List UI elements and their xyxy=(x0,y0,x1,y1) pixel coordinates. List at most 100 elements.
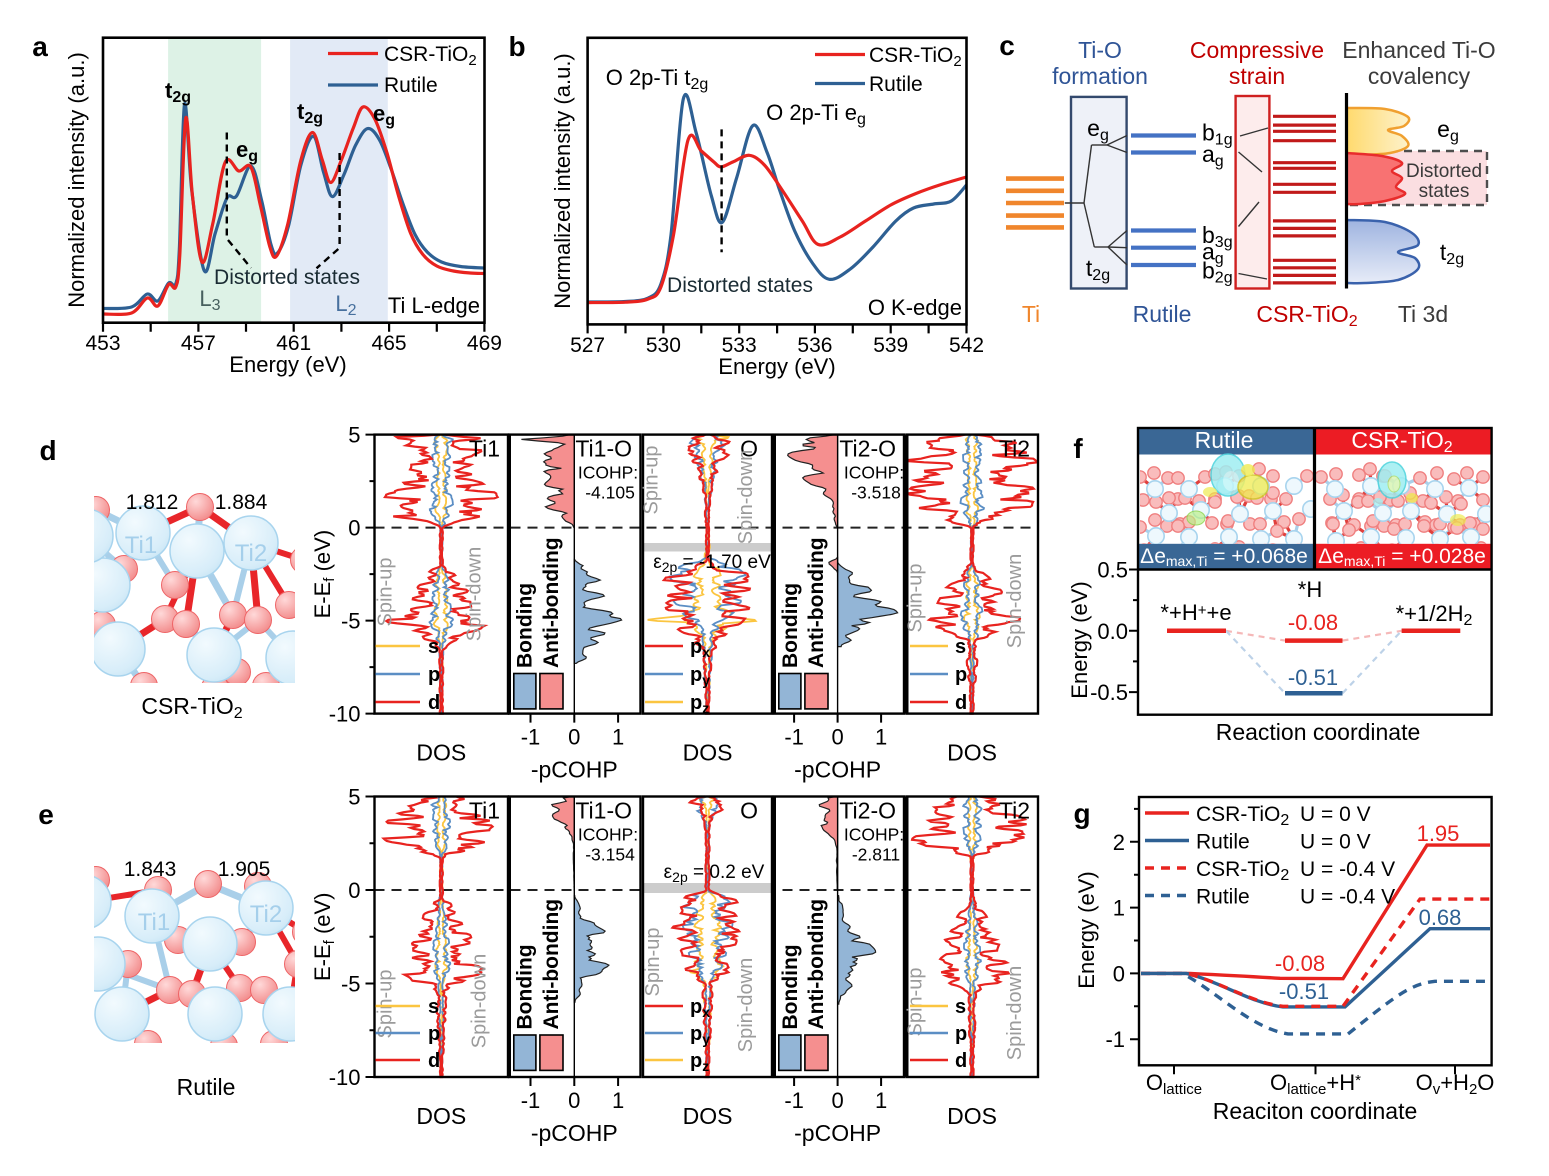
svg-text:b3g: b3g xyxy=(1202,222,1233,251)
svg-text:DOS: DOS xyxy=(683,740,733,766)
svg-text:*+H++e: *+H++e xyxy=(1160,600,1231,625)
svg-text:d: d xyxy=(428,1050,440,1072)
svg-text:Energy (eV): Energy (eV) xyxy=(1067,581,1092,698)
svg-text:ICOHP:: ICOHP: xyxy=(844,825,904,845)
svg-text:DOS: DOS xyxy=(683,1103,733,1129)
svg-text:-5: -5 xyxy=(341,972,361,997)
svg-text:Ti2: Ti2 xyxy=(235,540,267,567)
svg-text:strain: strain xyxy=(1229,63,1285,89)
svg-text:542: 542 xyxy=(949,334,984,357)
svg-text:Spin-down: Spin-down xyxy=(1004,554,1026,649)
svg-text:1: 1 xyxy=(612,725,624,750)
svg-text:p: p xyxy=(428,664,440,686)
svg-text:c: c xyxy=(999,30,1015,61)
svg-text:1.884: 1.884 xyxy=(215,491,268,514)
svg-text:0: 0 xyxy=(831,1088,843,1113)
svg-text:Energy (eV): Energy (eV) xyxy=(718,354,835,379)
svg-text:Normalized intensity (a.u.): Normalized intensity (a.u.) xyxy=(550,53,575,309)
svg-text:Rutile: Rutile xyxy=(1196,886,1250,909)
svg-text:ICOHP:: ICOHP: xyxy=(578,825,638,845)
svg-text:453: 453 xyxy=(85,332,120,355)
svg-text:Distorted states: Distorted states xyxy=(667,274,813,297)
svg-text:-1: -1 xyxy=(784,725,804,750)
svg-text:O: O xyxy=(740,436,758,462)
svg-text:CSR-TiO2: CSR-TiO2 xyxy=(1196,858,1289,884)
svg-text:Anti-bonding: Anti-bonding xyxy=(540,899,563,1030)
svg-text:0.68: 0.68 xyxy=(1419,905,1462,930)
svg-text:Rutile: Rutile xyxy=(384,74,438,97)
svg-text:457: 457 xyxy=(181,332,216,355)
svg-text:0: 0 xyxy=(348,878,360,903)
svg-text:-0.08: -0.08 xyxy=(1288,610,1338,635)
svg-text:t2g: t2g xyxy=(297,99,323,127)
svg-text:Normalized intensity (a.u.): Normalized intensity (a.u.) xyxy=(64,52,89,308)
svg-text:469: 469 xyxy=(467,332,502,355)
svg-text:O K-edge: O K-edge xyxy=(868,295,962,320)
svg-text:U = 0 V: U = 0 V xyxy=(1300,803,1371,826)
svg-text:Ti 3d: Ti 3d xyxy=(1398,301,1448,327)
svg-text:Rutile: Rutile xyxy=(1195,427,1254,453)
svg-text:Ti2-O: Ti2-O xyxy=(839,798,896,824)
svg-text:-10: -10 xyxy=(329,702,361,727)
svg-text:Compressive: Compressive xyxy=(1190,37,1324,63)
svg-text:b: b xyxy=(508,31,525,62)
svg-text:Δemax,Ti = +0.068e: Δemax,Ti = +0.068e xyxy=(1140,545,1308,569)
svg-text:s: s xyxy=(955,996,966,1018)
svg-text:0: 0 xyxy=(568,725,580,750)
svg-text:539: 539 xyxy=(873,334,908,357)
svg-text:Spin-up: Spin-up xyxy=(904,564,926,633)
svg-text:Spin-down: Spin-down xyxy=(1004,966,1026,1061)
svg-text:Ti2: Ti2 xyxy=(250,901,282,928)
svg-text:1.812: 1.812 xyxy=(126,491,179,514)
svg-text:O 2p-Ti eg: O 2p-Ti eg xyxy=(766,100,866,128)
svg-text:Spin-down: Spin-down xyxy=(464,547,486,642)
svg-text:Ti: Ti xyxy=(1022,301,1040,327)
svg-text:-4.105: -4.105 xyxy=(585,483,635,503)
svg-text:a: a xyxy=(32,31,48,62)
svg-text:1.843: 1.843 xyxy=(124,858,177,881)
svg-text:-1: -1 xyxy=(784,1088,804,1113)
svg-text:-10: -10 xyxy=(329,1065,361,1090)
svg-text:Ti1: Ti1 xyxy=(125,532,157,559)
svg-text:1.905: 1.905 xyxy=(218,858,271,881)
svg-text:CSR-TiO2: CSR-TiO2 xyxy=(1351,427,1452,456)
svg-text:533: 533 xyxy=(722,334,757,357)
svg-text:-pCOHP: -pCOHP xyxy=(531,1120,618,1146)
svg-text:DOS: DOS xyxy=(947,1103,997,1129)
svg-text:5: 5 xyxy=(348,423,360,448)
svg-text:s: s xyxy=(428,996,439,1018)
svg-text:-2.811: -2.811 xyxy=(852,845,900,865)
svg-text:Ti2: Ti2 xyxy=(999,798,1030,824)
svg-text:Ti-O: Ti-O xyxy=(1078,37,1122,63)
svg-text:*+1/2H2: *+1/2H2 xyxy=(1396,601,1473,629)
svg-text:Anti-bonding: Anti-bonding xyxy=(805,537,828,668)
svg-text:465: 465 xyxy=(372,332,407,355)
svg-text:DOS: DOS xyxy=(947,740,997,766)
svg-text:536: 536 xyxy=(797,334,832,357)
svg-text:1: 1 xyxy=(875,725,887,750)
svg-text:Spin-up: Spin-up xyxy=(904,968,926,1037)
svg-text:ICOHP:: ICOHP: xyxy=(844,463,904,483)
svg-text:Bonding: Bonding xyxy=(514,944,537,1029)
svg-text:-1: -1 xyxy=(1105,1027,1125,1052)
svg-text:states: states xyxy=(1419,181,1470,202)
svg-text:-3.154: -3.154 xyxy=(585,845,635,865)
svg-text:Bonding: Bonding xyxy=(514,583,537,668)
svg-text:-3.518: -3.518 xyxy=(851,483,901,503)
svg-text:Ti L-edge: Ti L-edge xyxy=(388,293,480,318)
svg-text:2: 2 xyxy=(1113,830,1125,855)
svg-text:t2g: t2g xyxy=(1440,239,1464,268)
svg-text:1: 1 xyxy=(612,1088,624,1113)
svg-text:Spin-down: Spin-down xyxy=(469,954,491,1049)
svg-text:U = -0.4 V: U = -0.4 V xyxy=(1300,886,1395,909)
svg-text:5: 5 xyxy=(348,785,360,810)
svg-text:CSR-TiO2: CSR-TiO2 xyxy=(384,43,477,69)
svg-text:Bonding: Bonding xyxy=(779,944,802,1029)
svg-text:Spin-down: Spin-down xyxy=(735,450,757,545)
svg-text:formation: formation xyxy=(1052,63,1148,89)
svg-text:530: 530 xyxy=(646,334,681,357)
svg-text:Ov+H2O: Ov+H2O xyxy=(1416,1070,1495,1098)
svg-text:Spin-up: Spin-up xyxy=(375,558,397,627)
svg-text:CSR-TiO2: CSR-TiO2 xyxy=(1256,301,1357,330)
svg-text:E-Ef (eV): E-Ef (eV) xyxy=(310,892,338,981)
